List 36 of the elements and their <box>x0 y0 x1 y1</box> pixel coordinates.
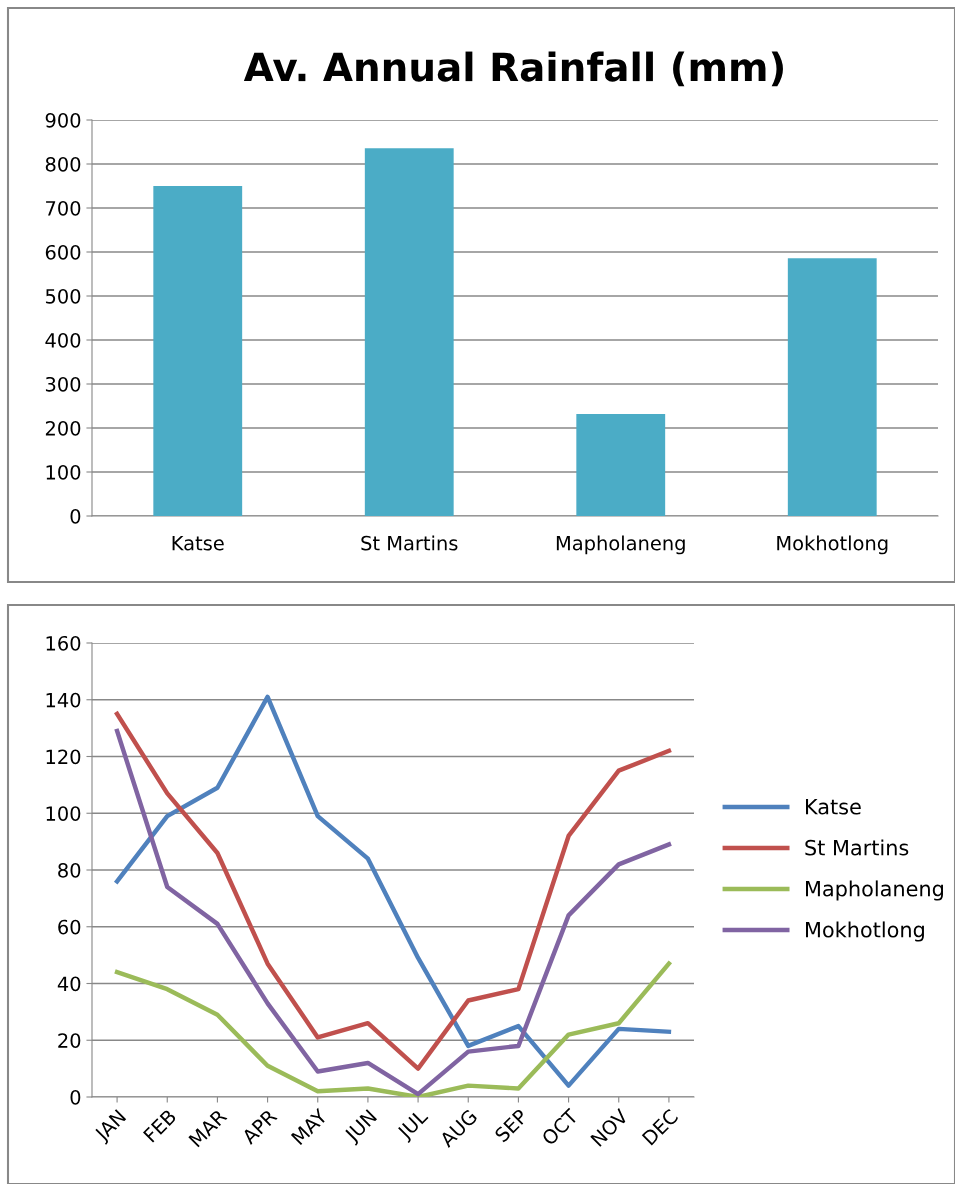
y-tick-label: 700 <box>46 200 81 216</box>
x-tick-label: SEP <box>493 1108 529 1143</box>
x-tick-label: Mokhotlong <box>777 535 888 555</box>
y-tick-label: 100 <box>46 464 81 480</box>
legend-label: Mokhotlong <box>806 921 924 942</box>
y-tick-label: 800 <box>45 156 81 172</box>
y-tick-label: 160 <box>46 635 81 651</box>
y-tick-label: 60 <box>58 919 81 935</box>
y-tick-label: 140 <box>46 692 81 708</box>
y-tick-label: 400 <box>45 332 81 348</box>
y-tick-label: 300 <box>45 376 81 392</box>
line-series <box>114 961 672 1097</box>
legend-label: Mapholaneng <box>806 880 943 901</box>
legend-label: St Martins <box>805 839 909 856</box>
y-tick-label: 900 <box>45 112 81 128</box>
y-tick-label: 200 <box>45 420 81 436</box>
chart-title: Av. Annual Rainfall (mm) <box>243 51 783 87</box>
bar <box>576 413 666 516</box>
y-tick-label: 40 <box>57 976 81 992</box>
y-tick-label: 80 <box>58 862 81 878</box>
x-tick-label: St Martins <box>361 535 458 551</box>
legend-label: Katse <box>806 799 861 815</box>
x-tick-label: Mapholaneng <box>556 535 685 555</box>
y-tick-label: 0 <box>70 1089 81 1105</box>
y-tick-label: 120 <box>46 749 81 765</box>
bar <box>153 186 243 516</box>
x-tick-label: JUL <box>396 1107 432 1144</box>
bar <box>364 148 454 516</box>
y-tick-label: 20 <box>58 1033 81 1048</box>
x-tick-label: FEB <box>142 1108 177 1143</box>
y-tick-label: 500 <box>45 288 81 304</box>
y-tick-label: 100 <box>46 806 81 821</box>
bar <box>787 258 877 516</box>
x-tick-label: Katse <box>172 536 224 551</box>
y-tick-label: 0 <box>70 508 81 524</box>
y-tick-label: 600 <box>45 244 81 260</box>
